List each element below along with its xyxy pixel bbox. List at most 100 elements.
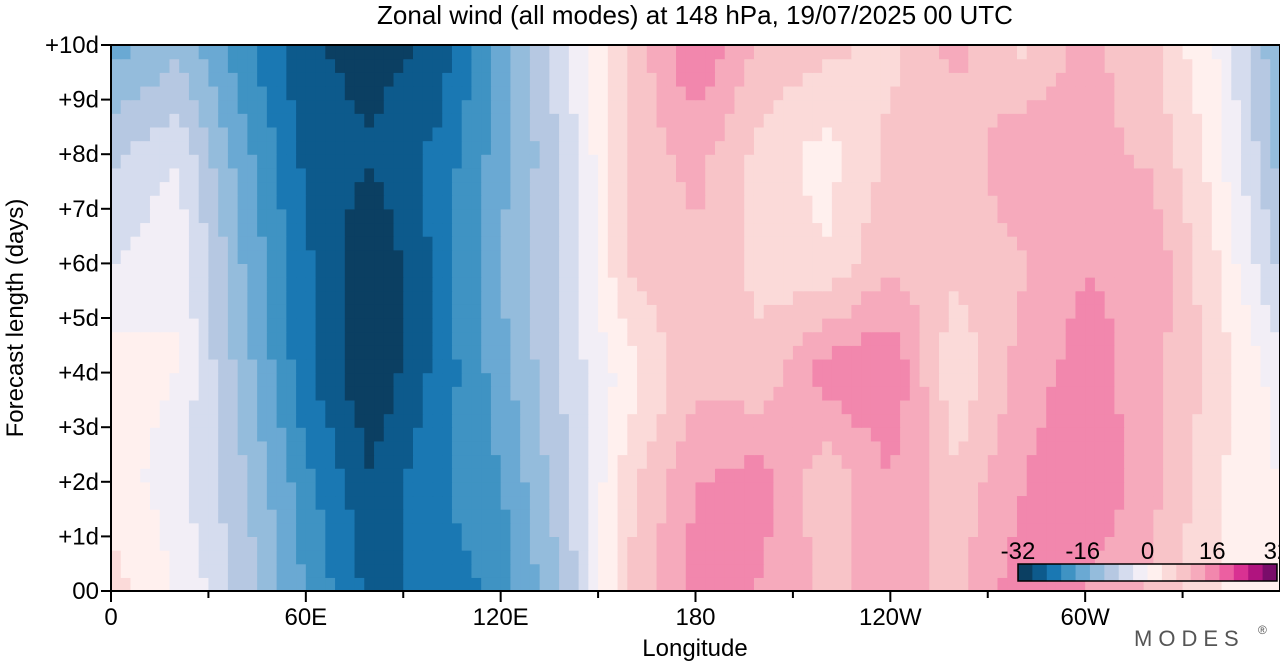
heatmap-cell xyxy=(1026,372,1038,387)
heatmap-cell xyxy=(724,468,736,483)
heatmap-cell xyxy=(1260,331,1271,346)
heatmap-cell xyxy=(227,563,239,578)
heatmap-cell xyxy=(1241,113,1252,128)
heatmap-cell xyxy=(422,331,434,346)
heatmap-cell xyxy=(364,536,375,551)
heatmap-cell xyxy=(1046,263,1057,278)
heatmap-cell xyxy=(1241,454,1252,469)
heatmap-cell xyxy=(1143,99,1154,114)
heatmap-cell xyxy=(792,577,804,592)
heatmap-cell xyxy=(218,113,229,128)
heatmap-cell xyxy=(656,481,667,497)
heatmap-cell xyxy=(393,304,404,319)
heatmap-cell xyxy=(1202,181,1213,196)
heatmap-cell xyxy=(130,195,141,210)
heatmap-cell xyxy=(870,413,882,428)
heatmap-cell xyxy=(149,167,161,183)
heatmap-cell xyxy=(783,468,794,483)
heatmap-cell xyxy=(305,413,317,428)
heatmap-cell xyxy=(1075,481,1086,497)
heatmap-cell xyxy=(490,454,502,469)
heatmap-cell xyxy=(442,154,453,169)
heatmap-cell xyxy=(1153,72,1164,87)
heatmap-cell xyxy=(578,495,589,510)
heatmap-cell xyxy=(442,495,453,510)
heatmap-cell xyxy=(637,45,648,60)
heatmap-cell xyxy=(481,167,492,183)
heatmap-cell xyxy=(919,536,930,551)
heatmap-cell xyxy=(919,427,930,442)
heatmap-cell xyxy=(997,345,1008,360)
heatmap-cell xyxy=(1007,358,1018,374)
heatmap-cell xyxy=(140,563,151,578)
heatmap-cell xyxy=(841,454,852,469)
heatmap-cell xyxy=(802,563,813,578)
heatmap-cell xyxy=(724,358,736,374)
heatmap-cell xyxy=(724,481,736,497)
heatmap-cell xyxy=(637,345,648,360)
heatmap-cell xyxy=(529,222,541,237)
heatmap-cell xyxy=(627,427,638,442)
heatmap-cell xyxy=(510,372,521,387)
heatmap-cell xyxy=(1114,45,1125,60)
heatmap-cell xyxy=(1192,413,1203,428)
heatmap-cell xyxy=(140,495,151,510)
heatmap-cell xyxy=(909,126,921,142)
heatmap-cell xyxy=(529,249,541,264)
heatmap-cell xyxy=(1124,345,1135,360)
heatmap-cell xyxy=(978,222,989,237)
heatmap-cell xyxy=(305,331,317,346)
heatmap-cell xyxy=(451,113,463,128)
heatmap-cell xyxy=(149,440,161,456)
heatmap-cell xyxy=(598,222,609,237)
heatmap-cell xyxy=(1016,290,1028,305)
heatmap-cell xyxy=(890,358,901,374)
heatmap-cell xyxy=(948,536,960,551)
heatmap-cell xyxy=(1026,113,1038,128)
heatmap-cell xyxy=(598,372,609,387)
heatmap-cell xyxy=(1104,550,1115,565)
heatmap-cell xyxy=(218,522,229,537)
heatmap-cell xyxy=(120,126,132,142)
heatmap-cell xyxy=(1094,522,1106,537)
heatmap-cell xyxy=(218,290,229,305)
heatmap-cell xyxy=(325,372,336,387)
heatmap-cell xyxy=(500,427,512,442)
heatmap-cell xyxy=(120,536,132,551)
heatmap-cell xyxy=(1085,427,1096,442)
heatmap-cell xyxy=(374,167,385,183)
heatmap-cell xyxy=(111,72,122,87)
heatmap-cell xyxy=(539,481,550,497)
heatmap-cell xyxy=(1036,113,1047,128)
heatmap-cell xyxy=(627,318,638,333)
heatmap-cell xyxy=(1153,304,1164,319)
heatmap-cell xyxy=(559,495,570,510)
heatmap-cell xyxy=(1114,58,1125,73)
heatmap-cell xyxy=(831,181,843,196)
heatmap-cell xyxy=(412,304,424,319)
heatmap-cell xyxy=(335,358,346,374)
heatmap-cell xyxy=(676,58,687,73)
heatmap-cell xyxy=(773,208,784,224)
heatmap-cell xyxy=(822,222,833,237)
heatmap-cell xyxy=(763,167,775,183)
heatmap-cell xyxy=(383,550,395,565)
heatmap-cell xyxy=(763,304,775,319)
heatmap-cell xyxy=(422,468,434,483)
heatmap-cell xyxy=(880,468,891,483)
heatmap-cell xyxy=(870,236,882,251)
heatmap-cell xyxy=(1182,99,1193,114)
heatmap-cell xyxy=(383,427,395,442)
heatmap-cell xyxy=(266,277,278,292)
heatmap-cell xyxy=(276,345,287,360)
heatmap-cell xyxy=(159,249,171,264)
heatmap-cell xyxy=(539,522,550,537)
heatmap-cell xyxy=(354,208,365,224)
heatmap-cell xyxy=(753,99,765,114)
heatmap-cell xyxy=(646,399,658,415)
heatmap-cell xyxy=(685,345,697,360)
heatmap-cell xyxy=(1094,208,1106,224)
heatmap-cell xyxy=(1241,249,1252,264)
heatmap-cell xyxy=(1133,304,1145,319)
heatmap-cell xyxy=(637,372,648,387)
